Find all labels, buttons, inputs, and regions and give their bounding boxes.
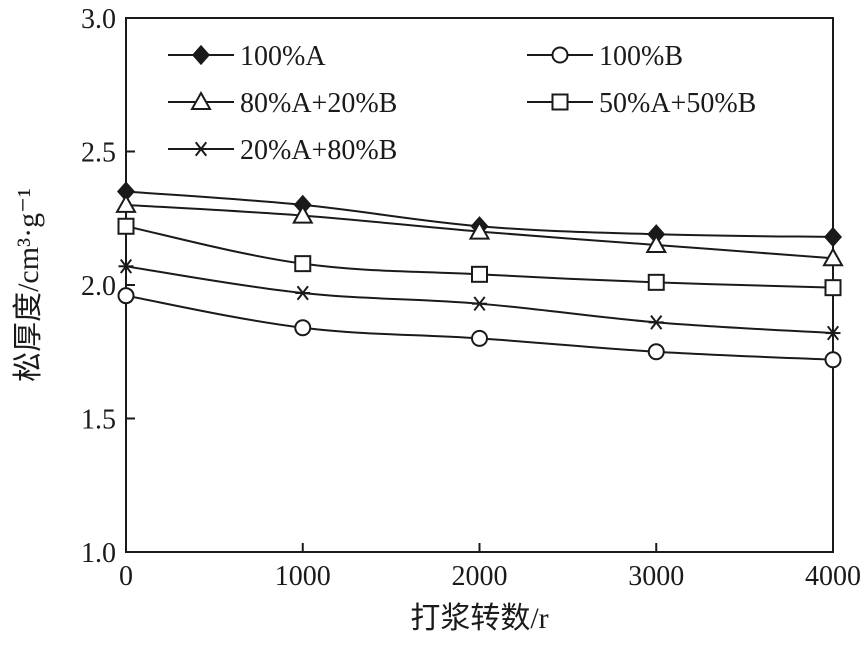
series-80-a-20-b — [115, 193, 844, 267]
legend-item: 20%A+80%B — [168, 135, 397, 166]
data-point — [294, 255, 312, 273]
legend-item: 100%A — [168, 41, 326, 72]
legend-label: 100%B — [599, 41, 683, 72]
asterisk-stroke — [194, 141, 208, 157]
data-point — [824, 279, 842, 297]
legend-item: 80%A+20%B — [168, 88, 397, 119]
y-tick-label: 3.0 — [81, 4, 116, 35]
data-point — [294, 319, 312, 337]
legend-marker — [190, 90, 212, 110]
legend: 100%A 100%B 80%A+20%B 50%A+50%B 20%A+80%B — [168, 41, 756, 166]
asterisk-stroke — [826, 325, 840, 341]
legend-item: 50%A+50%B — [527, 88, 756, 119]
x-tick-label: 0 — [119, 561, 133, 592]
asterisk-stroke — [119, 258, 133, 274]
x-axis-title: 打浆转数/r — [410, 602, 548, 635]
data-point — [471, 265, 488, 283]
data-point — [645, 233, 667, 253]
legend-marker — [191, 44, 211, 66]
x-tick-label: 3000 — [628, 561, 684, 592]
data-point — [468, 220, 491, 240]
data-point — [471, 329, 488, 347]
asterisk-stroke — [473, 296, 486, 312]
x-axis: 0 1000 2000 3000 4000 — [119, 543, 861, 592]
legend-marker — [551, 93, 569, 111]
data-point — [822, 247, 844, 267]
asterisk-stroke — [650, 315, 663, 330]
legend-marker — [551, 46, 569, 64]
legend-label: 20%A+80%B — [240, 135, 397, 166]
y-tick-label: 1.5 — [81, 405, 116, 436]
data-point — [292, 204, 314, 224]
y-axis: 1.0 1.5 2.0 2.5 3.0 — [81, 4, 135, 569]
x-tick-label: 1000 — [275, 561, 331, 592]
data-point — [295, 285, 311, 301]
legend-marker — [193, 141, 209, 157]
y-tick-label: 2.5 — [81, 138, 116, 169]
legend-label: 50%A+50%B — [599, 88, 756, 119]
series-20-a-80-b — [118, 258, 841, 341]
legend-label: 80%A+20%B — [240, 88, 397, 119]
x-tick-label: 2000 — [452, 561, 508, 592]
series-layer — [115, 181, 844, 369]
data-point — [117, 287, 135, 305]
data-point — [117, 217, 135, 235]
data-point — [825, 325, 841, 341]
asterisk-stroke — [296, 285, 309, 301]
legend-label: 100%A — [240, 41, 326, 72]
legend-item: 100%B — [527, 41, 683, 72]
y-axis-title: 松厚度/cm³·g⁻¹ — [12, 188, 45, 382]
data-point — [648, 315, 664, 330]
data-point — [647, 343, 665, 361]
x-tick-label: 4000 — [805, 561, 861, 592]
data-point — [823, 226, 843, 248]
data-point — [647, 273, 665, 291]
data-point — [824, 351, 842, 369]
series-100-b — [117, 287, 842, 369]
series-50-a-50-b — [117, 217, 842, 297]
data-point — [118, 258, 134, 274]
data-point — [115, 193, 137, 213]
data-point — [472, 296, 487, 312]
y-tick-label: 1.0 — [81, 538, 116, 569]
y-tick-label: 2.0 — [81, 271, 116, 302]
